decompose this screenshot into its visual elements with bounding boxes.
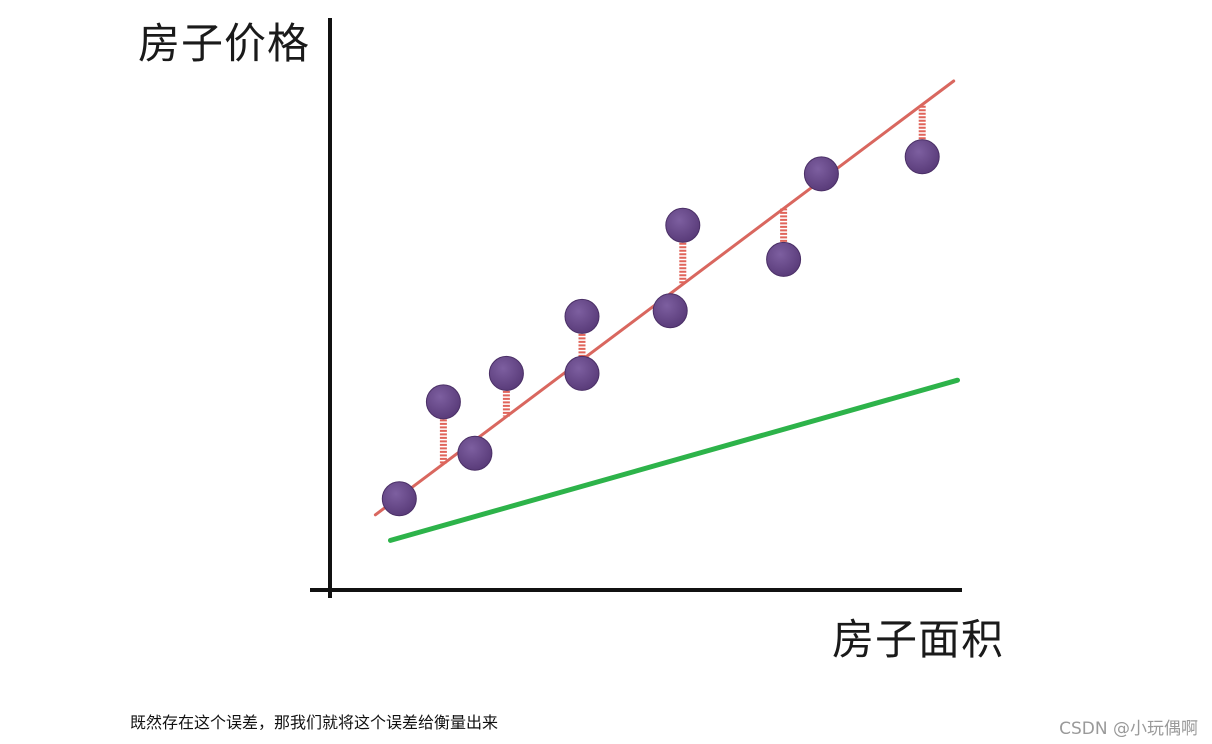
chart-figure: 房子价格 房子面积	[138, 18, 1005, 664]
x-axis-label: 房子面积	[832, 615, 1005, 664]
watermark: CSDN @小玩偶啊	[1059, 719, 1198, 739]
data-point	[488, 355, 524, 391]
y-axis-label: 房子价格	[138, 19, 311, 68]
chart-canvas	[310, 18, 962, 598]
data-point	[652, 293, 688, 329]
data-point	[564, 355, 600, 391]
fit-line-green	[388, 377, 960, 543]
data-point	[904, 139, 940, 175]
data-point	[425, 384, 461, 420]
data-point	[564, 298, 600, 334]
data-point	[665, 207, 701, 243]
data-point	[381, 481, 417, 517]
data-point	[457, 435, 493, 471]
data-point	[803, 156, 839, 192]
data-point	[766, 241, 802, 277]
caption-text: 既然存在这个误差，那我们就将这个误差给衡量出来	[130, 713, 499, 732]
